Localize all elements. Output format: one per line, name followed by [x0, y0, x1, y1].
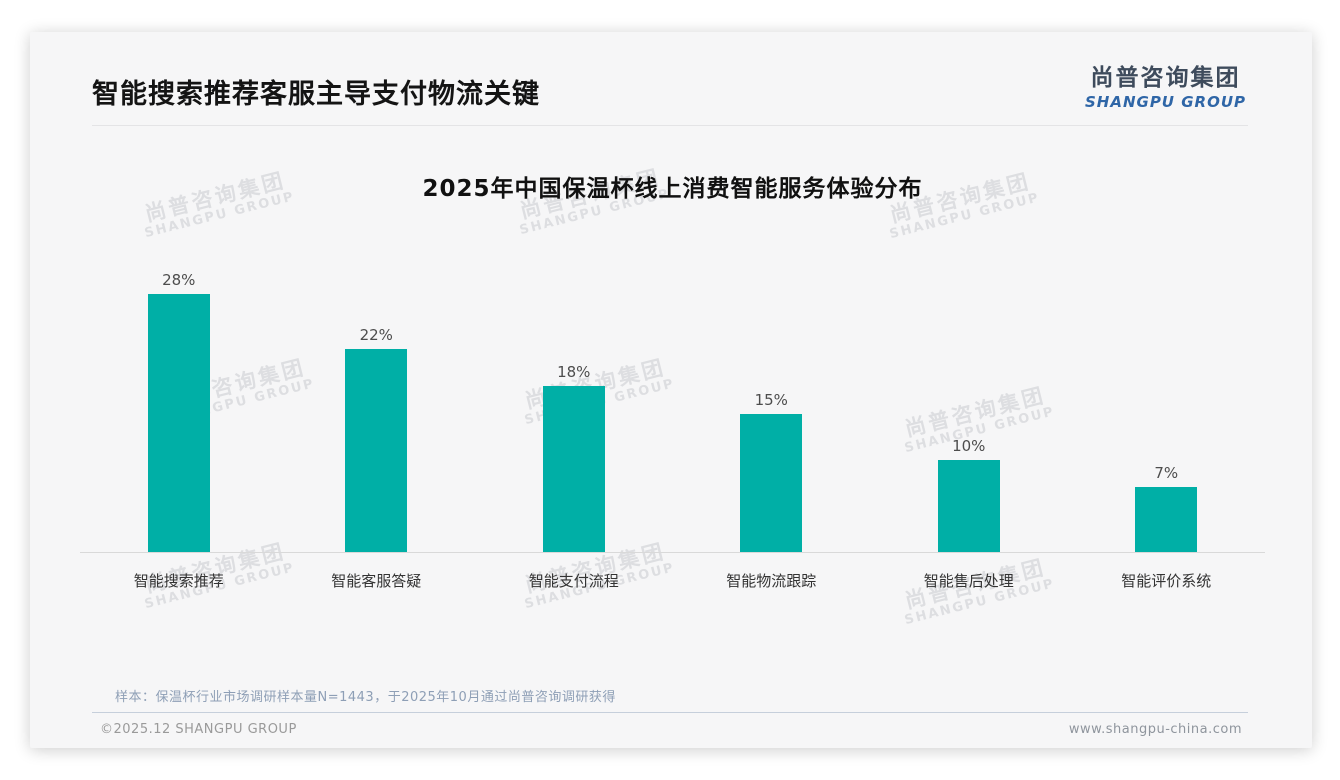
plot-area: 28% 22% 18% 15% 10% 7%	[80, 271, 1265, 553]
category-row: 智能搜索推荐 智能客服答疑 智能支付流程 智能物流跟踪 智能售后处理 智能评价系统	[80, 553, 1265, 591]
bar-group: 28%	[80, 271, 278, 552]
bar-category-label: 智能评价系统	[1121, 572, 1212, 590]
bar-category-label: 智能物流跟踪	[726, 572, 817, 590]
bar	[937, 460, 1000, 552]
footer-divider	[92, 712, 1248, 713]
bar-group: 18%	[475, 271, 673, 552]
bar-value-label: 18%	[557, 363, 591, 381]
page-title: 智能搜索推荐客服主导支付物流关键	[92, 79, 540, 110]
bar	[345, 349, 408, 552]
bar-group: 7%	[1068, 271, 1266, 552]
sample-note: 样本：保温杯行业市场调研样本量N=1443，于2025年10月通过尚普咨询调研获…	[115, 690, 616, 705]
company-logo: 尚普咨询集团 SHANGPU GROUP	[1085, 58, 1246, 111]
bar-category-label: 智能搜索推荐	[133, 572, 224, 590]
bar-category-label: 智能支付流程	[528, 572, 619, 590]
logo-en-text: SHANGPU GROUP	[1084, 93, 1246, 111]
bar-value-label: 28%	[162, 271, 196, 289]
bar-group: 15%	[673, 271, 871, 552]
bar	[542, 386, 605, 552]
bar	[740, 414, 803, 552]
website-text: www.shangpu-china.com	[1068, 722, 1242, 737]
bar-value-label: 22%	[359, 326, 393, 344]
bar-category-label: 智能售后处理	[923, 572, 1014, 590]
logo-cn-text: 尚普咨询集团	[1090, 65, 1241, 91]
bar-value-label: 15%	[754, 391, 788, 409]
bar-category-label: 智能客服答疑	[331, 572, 422, 590]
bar-group: 10%	[870, 271, 1068, 552]
bar-chart: 2025年中国保温杯线上消费智能服务体验分布 28% 22% 18% 15% 10% 7%…	[80, 172, 1265, 591]
copyright-text: ©2025.12 SHANGPU GROUP	[100, 722, 297, 737]
bar-group: 22%	[278, 271, 476, 552]
bar-value-label: 7%	[1154, 464, 1179, 482]
slide-card: 尚普咨询集团 SHANGPU GROUP 尚普咨询集团 SHANGPU GROUP 尚普…	[30, 32, 1312, 748]
bar-value-label: 10%	[952, 437, 986, 455]
header-divider	[92, 125, 1248, 126]
chart-title: 2025年中国保温杯线上消费智能服务体验分布	[422, 176, 923, 202]
bar	[1135, 487, 1198, 552]
footer-bar: ©2025.12 SHANGPU GROUP www.shangpu-china…	[100, 722, 1242, 737]
bar	[147, 294, 210, 552]
